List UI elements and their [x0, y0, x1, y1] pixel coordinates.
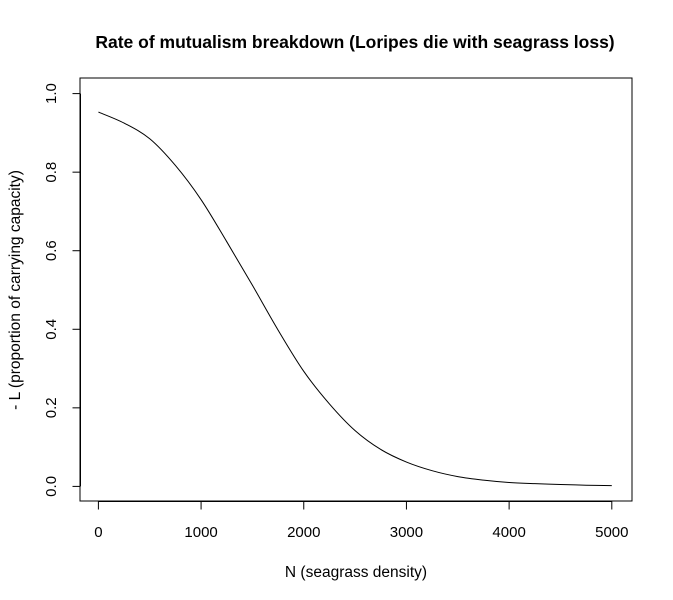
y-tick-label: 0.6: [43, 240, 60, 261]
y-tick-label: 1.0: [43, 83, 60, 104]
y-axis-ticks: 0.0 0.2 0.4 0.6 0.8 1.0: [43, 83, 81, 497]
y-tick-label: 0.2: [43, 397, 60, 418]
series-line: [98, 111, 612, 487]
x-tick-label: 2000: [287, 524, 320, 541]
y-tick-label: 0.0: [43, 476, 60, 497]
y-axis-label: - L (proportion of carrying capacity): [7, 170, 24, 410]
x-axis-label: N (seagrass density): [285, 564, 427, 581]
x-tick-label: 3000: [390, 524, 423, 541]
y-tick-label: 0.4: [43, 319, 60, 340]
x-tick-label: 0: [94, 524, 102, 541]
x-tick-label: 1000: [184, 524, 217, 541]
plot-box: [79, 77, 633, 502]
x-tick-label: 5000: [595, 524, 628, 541]
chart-title: Rate of mutualism breakdown (Loripes die…: [95, 32, 614, 52]
x-tick-label: 4000: [492, 524, 525, 541]
x-axis-ticks: 0 1000 2000 3000 4000 5000: [94, 501, 628, 541]
y-tick-label: 0.8: [43, 162, 60, 183]
